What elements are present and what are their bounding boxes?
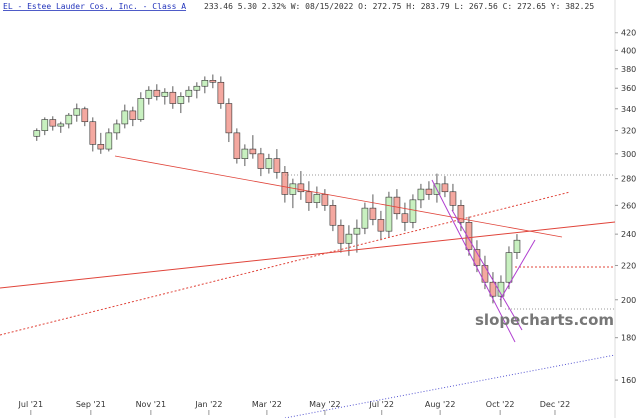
trendlines xyxy=(0,155,616,418)
y-tick-label: 240 xyxy=(621,230,636,239)
y-tick-label: 180 xyxy=(621,334,636,343)
channel-line xyxy=(451,209,523,331)
candle-body xyxy=(353,227,361,235)
candle-body xyxy=(89,121,97,145)
candle-body xyxy=(265,158,273,169)
trendline xyxy=(114,155,563,238)
channel-line xyxy=(431,179,516,343)
x-tick-label: May '22 xyxy=(309,400,340,409)
y-tick-label: 340 xyxy=(621,105,636,114)
candle-body xyxy=(249,148,257,155)
x-tick-label: Sep '21 xyxy=(76,400,106,409)
candle-body xyxy=(57,123,65,127)
y-tick-label: 200 xyxy=(621,296,636,305)
candle-body xyxy=(281,172,289,195)
candle-body xyxy=(313,194,321,203)
candle-body xyxy=(425,188,433,195)
y-tick-label: 380 xyxy=(621,65,636,74)
candle-body xyxy=(153,89,161,97)
candle-body xyxy=(161,91,169,97)
candle-body xyxy=(49,119,57,127)
candle-body xyxy=(137,98,145,120)
candle-body xyxy=(225,103,233,134)
candle-body xyxy=(337,224,345,244)
candle-body xyxy=(377,219,385,232)
candle-body xyxy=(233,132,241,159)
y-tick-label: 160 xyxy=(621,376,636,385)
x-tick-label: Jan '22 xyxy=(194,400,222,409)
candle-body xyxy=(273,158,281,173)
trendline-dotted xyxy=(284,354,616,418)
candle-body xyxy=(113,123,121,134)
candle-body xyxy=(409,199,417,223)
x-tick-label: Oct '22 xyxy=(486,400,515,409)
x-tick-label: Jul '22 xyxy=(368,400,394,409)
candle-body xyxy=(345,233,353,244)
candle-body xyxy=(417,188,425,201)
candle-body xyxy=(241,148,249,159)
candle-body xyxy=(129,110,137,120)
y-tick-label: 360 xyxy=(621,84,636,93)
candle-body xyxy=(33,130,41,137)
trendline xyxy=(0,221,616,289)
candle-body xyxy=(505,252,513,283)
candle-body xyxy=(489,281,497,297)
candle-body xyxy=(97,144,105,150)
candle-body xyxy=(441,183,449,193)
candle-body xyxy=(73,108,81,116)
candle-body xyxy=(105,132,113,150)
x-tick-label: Aug '22 xyxy=(425,400,456,409)
candle-body xyxy=(81,108,89,123)
watermark: slopecharts.com xyxy=(475,311,614,329)
candle-body xyxy=(361,207,369,229)
y-tick-label: 280 xyxy=(621,175,636,184)
candle-body xyxy=(513,239,521,253)
candle-body xyxy=(65,114,73,125)
y-tick-label: 420 xyxy=(621,29,636,38)
x-tick-label: Jul '21 xyxy=(18,400,44,409)
candle-body xyxy=(121,110,129,125)
candle-body xyxy=(385,196,393,232)
y-tick-label: 300 xyxy=(621,150,636,159)
y-tick-label: 400 xyxy=(621,46,636,55)
candle-body xyxy=(369,207,377,220)
x-tick-label: Mar '22 xyxy=(252,400,282,409)
candle-body xyxy=(177,96,185,104)
y-tick-label: 260 xyxy=(621,201,636,210)
candle-body xyxy=(201,80,209,87)
candle-body xyxy=(145,89,153,99)
candle-body xyxy=(217,81,225,104)
trendline-dotted xyxy=(0,191,571,336)
candle-body xyxy=(401,213,409,223)
candle-body xyxy=(465,222,473,250)
candle-body xyxy=(321,194,329,206)
candle-body xyxy=(297,183,305,193)
candle-body xyxy=(449,191,457,206)
y-tick-label: 220 xyxy=(621,261,636,270)
candle-body xyxy=(193,85,201,91)
candle-body xyxy=(393,196,401,215)
candle-body xyxy=(481,265,489,283)
candle-body xyxy=(257,153,265,169)
channel-line xyxy=(499,239,536,301)
candle-body xyxy=(41,119,49,131)
x-tick-label: Dec '22 xyxy=(540,400,570,409)
candle-body xyxy=(305,191,313,203)
x-tick-label: Nov '21 xyxy=(136,400,167,409)
quote: 233.46 5.30 2.32% W: 08/15/2022 O: 272.7… xyxy=(204,2,594,11)
y-tick-label: 320 xyxy=(621,127,636,136)
candle-body xyxy=(169,91,177,104)
symbol-link[interactable]: EL - Estee Lauder Cos., Inc. - Class A xyxy=(3,2,186,11)
candle-body xyxy=(329,205,337,226)
candle-body xyxy=(185,89,193,97)
candle-body xyxy=(289,183,297,195)
candle-body xyxy=(209,80,217,83)
candle-body xyxy=(457,205,465,223)
